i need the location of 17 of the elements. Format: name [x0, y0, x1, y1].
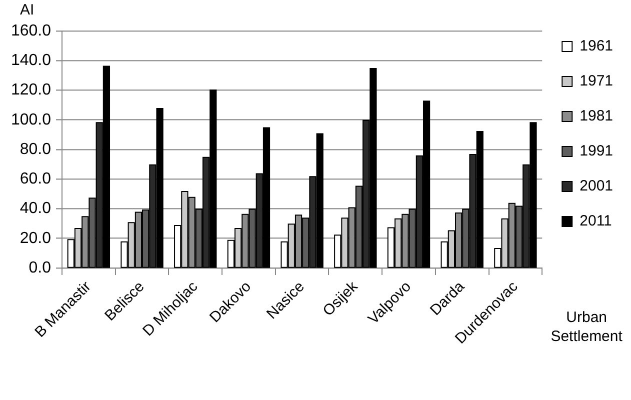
y-tick-label: 120.0	[10, 82, 52, 99]
y-tick-label: 100.0	[10, 111, 52, 128]
y-tick-label: 40.0	[20, 200, 52, 218]
y-tick-label: 20.0	[20, 230, 52, 247]
y-tick-label: 80.0	[20, 140, 52, 158]
legend-label: 1961	[580, 38, 614, 55]
x-axis-title: Urban Settlement	[550, 309, 624, 346]
legend-label: 1971	[580, 72, 614, 90]
y-tick-label: 60.0	[20, 170, 52, 188]
legend-label: 1991	[580, 142, 614, 160]
legend-label: 2011	[580, 212, 612, 230]
y-tick-label: 0.0	[28, 259, 52, 276]
y-tick-label: 160.0	[10, 22, 52, 40]
y-tick-label: 140.0	[10, 52, 52, 70]
legend-label: 1981	[580, 108, 614, 125]
y-axis-title: AI	[20, 2, 34, 19]
legend-label: 2001	[580, 178, 614, 195]
